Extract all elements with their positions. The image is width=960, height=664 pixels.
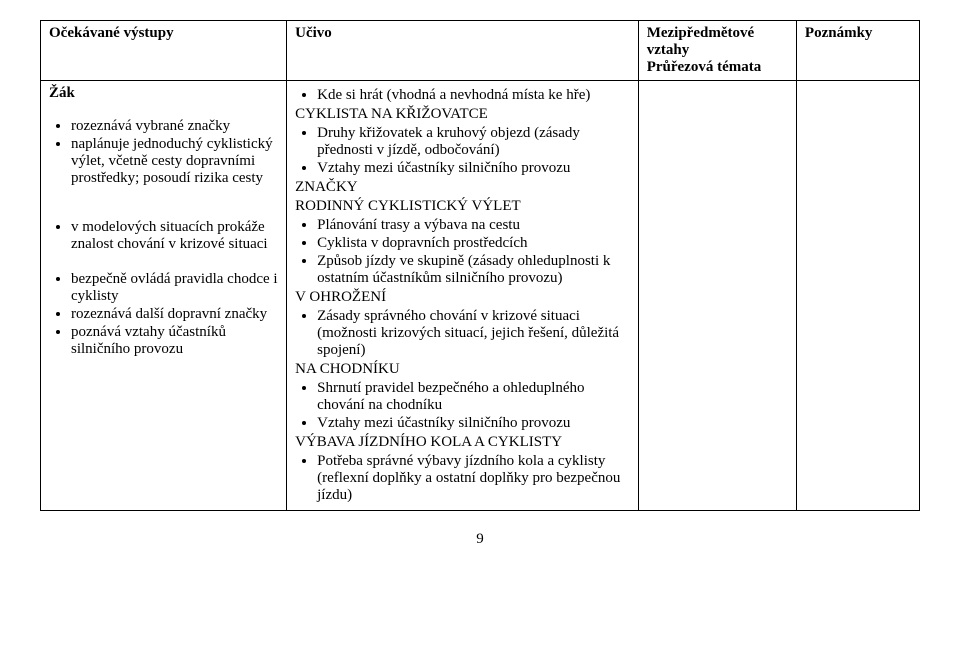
header-col3-line2: Průřezová témata — [647, 59, 788, 76]
section-na-chodniku: NA CHODNÍKU — [295, 361, 630, 378]
student-label: Žák — [49, 85, 278, 102]
curriculum-list-6: Potřeba správné výbavy jízdního kola a c… — [295, 453, 630, 504]
list-item: Vztahy mezi účastníky silničního provozu — [317, 415, 630, 432]
header-col3: Mezipředmětové vztahy Průřezová témata — [638, 21, 796, 81]
list-item: rozeznává vybrané značky — [71, 118, 278, 135]
list-item: Zásady správného chování v krizové situa… — [317, 308, 630, 359]
list-item: poznává vztahy účastníků silničního prov… — [71, 324, 278, 358]
section-znacky: ZNAČKY — [295, 179, 630, 196]
curriculum-list-4: Zásady správného chování v krizové situa… — [295, 308, 630, 359]
relations-cell — [638, 81, 796, 511]
section-vybava: VÝBAVA JÍZDNÍHO KOLA A CYKLISTY — [295, 434, 630, 451]
list-item: rozeznává další dopravní značky — [71, 306, 278, 323]
header-col1: Očekávané výstupy — [41, 21, 287, 81]
list-item: naplánuje jednoduchý cyklistický výlet, … — [71, 136, 278, 187]
curriculum-list-2: Druhy křižovatek a kruhový objezd (zásad… — [295, 125, 630, 177]
section-rodinny-vylet: RODINNÝ CYKLISTICKÝ VÝLET — [295, 198, 630, 215]
notes-cell — [796, 81, 919, 511]
list-item: Kde si hrát (vhodná a nevhodná místa ke … — [317, 87, 630, 104]
list-item: Potřeba správné výbavy jízdního kola a c… — [317, 453, 630, 504]
list-item: bezpečně ovládá pravidla chodce i cyklis… — [71, 271, 278, 305]
section-v-ohrozeni: V OHROŽENÍ — [295, 289, 630, 306]
curriculum-cell: Kde si hrát (vhodná a nevhodná místa ke … — [287, 81, 639, 511]
curriculum-list-5: Shrnutí pravidel bezpečného a ohleduplné… — [295, 380, 630, 432]
list-item: Vztahy mezi účastníky silničního provozu — [317, 160, 630, 177]
list-item: v modelových situacích prokáže znalost c… — [71, 219, 278, 253]
outcomes-group-3: bezpečně ovládá pravidla chodce i cyklis… — [49, 271, 278, 358]
header-col2: Učivo — [287, 21, 639, 81]
curriculum-list-3: Plánování trasy a výbava na cestu Cyklis… — [295, 217, 630, 287]
curriculum-table: Očekávané výstupy Učivo Mezipředmětové v… — [40, 20, 920, 511]
outcomes-group-1: rozeznává vybrané značky naplánuje jedno… — [49, 118, 278, 187]
expected-outcomes-cell: Žák rozeznává vybrané značky naplánuje j… — [41, 81, 287, 511]
list-item: Druhy křižovatek a kruhový objezd (zásad… — [317, 125, 630, 159]
content-row: Žák rozeznává vybrané značky naplánuje j… — [41, 81, 920, 511]
header-col4: Poznámky — [796, 21, 919, 81]
list-item: Shrnutí pravidel bezpečného a ohleduplné… — [317, 380, 630, 414]
header-col3-line1: Mezipředmětové vztahy — [647, 25, 788, 59]
page-number: 9 — [40, 531, 920, 548]
section-cyklista: CYKLISTA NA KŘIŽOVATCE — [295, 106, 630, 123]
list-item: Způsob jízdy ve skupině (zásady ohledupl… — [317, 253, 630, 287]
outcomes-group-2: v modelových situacích prokáže znalost c… — [49, 219, 278, 253]
list-item: Plánování trasy a výbava na cestu — [317, 217, 630, 234]
header-row: Očekávané výstupy Učivo Mezipředmětové v… — [41, 21, 920, 81]
curriculum-list-1: Kde si hrát (vhodná a nevhodná místa ke … — [295, 87, 630, 104]
list-item: Cyklista v dopravních prostředcích — [317, 235, 630, 252]
